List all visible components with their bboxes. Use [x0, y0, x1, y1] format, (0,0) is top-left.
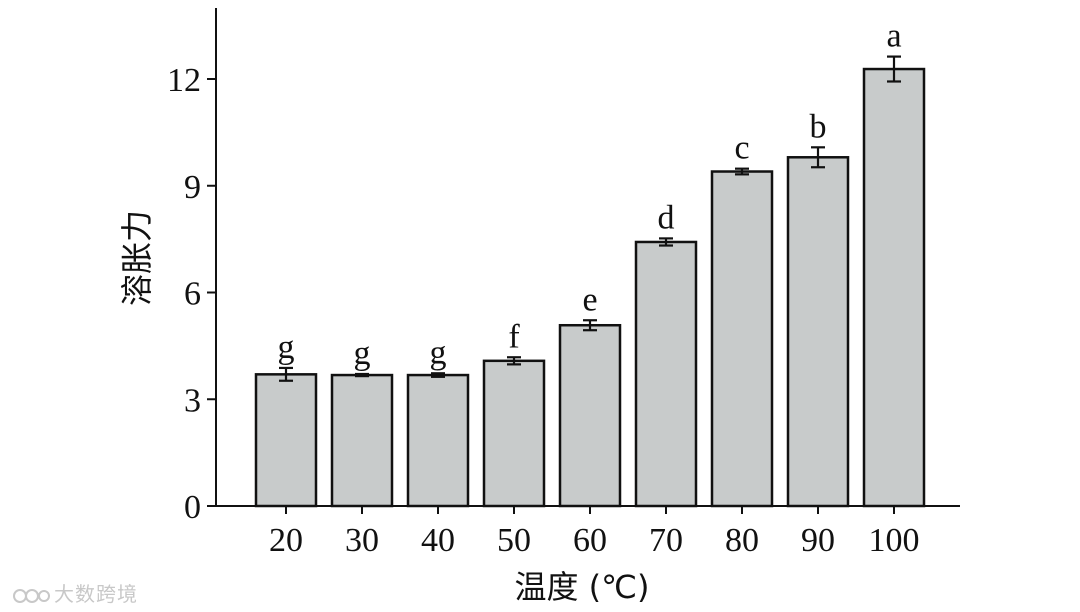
- dashuju-logo-icon: [13, 588, 50, 603]
- error-bar-100: [887, 55, 901, 83]
- error-bar-70: [659, 237, 673, 247]
- bar-80: [710, 170, 774, 508]
- error-bar-60: [583, 319, 597, 332]
- x-tick-label-90: 90: [801, 522, 835, 559]
- error-bar-90: [811, 146, 825, 169]
- error-bars-layer: [279, 55, 901, 382]
- bar-50: [482, 359, 546, 508]
- significance-label-80: c: [734, 130, 749, 167]
- x-tick-label-60: 60: [573, 522, 607, 559]
- x-tick-label-30: 30: [345, 522, 379, 559]
- significance-labels-layer: g g g f e d c b a: [278, 18, 902, 372]
- error-bar-80: [735, 167, 749, 176]
- x-tick-label-40: 40: [421, 522, 455, 559]
- significance-label-60: e: [582, 281, 597, 318]
- x-tick-label-50: 50: [497, 522, 531, 559]
- watermark: 大数跨境: [12, 578, 138, 607]
- x-ticks-layer: 20 30 40 50 60 70 80 90 100: [269, 506, 920, 559]
- significance-label-100: a: [886, 18, 901, 55]
- bar-40: [406, 373, 470, 508]
- error-bar-40: [431, 372, 445, 378]
- x-tick-label-80: 80: [725, 522, 759, 559]
- y-axis-title: 溶胀力: [118, 210, 156, 306]
- watermark-text: 大数跨境: [54, 582, 138, 606]
- bar-70: [634, 240, 698, 508]
- axes-layer: [215, 8, 960, 507]
- bar-100: [862, 67, 926, 508]
- x-axis-title: 温度 (℃): [514, 568, 649, 606]
- significance-label-40: g: [430, 334, 447, 371]
- significance-label-30: g: [354, 335, 371, 372]
- y-tick-label-9: 9: [184, 169, 201, 206]
- x-tick-label-20: 20: [269, 522, 303, 559]
- significance-label-20: g: [278, 329, 295, 366]
- bar-60: [558, 323, 622, 508]
- y-ticks-layer: 0 3 6 9 12: [167, 62, 216, 526]
- error-bar-50: [507, 356, 521, 366]
- x-tick-label-70: 70: [649, 522, 683, 559]
- significance-label-50: f: [508, 318, 520, 355]
- significance-label-70: d: [658, 199, 675, 236]
- error-bar-20: [279, 366, 293, 382]
- significance-label-90: b: [810, 108, 827, 145]
- bar-20: [254, 373, 318, 508]
- error-bar-30: [355, 372, 369, 378]
- y-tick-label-3: 3: [184, 382, 201, 419]
- bar-30: [330, 373, 394, 508]
- bar-90: [786, 156, 850, 508]
- y-tick-label-0: 0: [184, 489, 201, 526]
- y-tick-label-6: 6: [184, 276, 201, 313]
- y-tick-label-12: 12: [167, 62, 201, 99]
- x-tick-label-100: 100: [869, 522, 920, 559]
